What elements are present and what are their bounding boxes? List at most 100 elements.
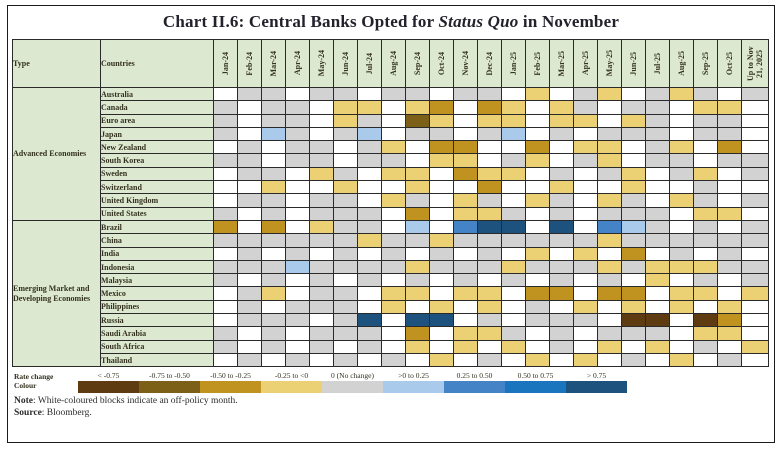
rate-cell: [453, 153, 478, 168]
rate-cell: [477, 193, 502, 208]
rate-cell: [213, 100, 238, 115]
rate-cell: [237, 299, 262, 315]
rate-cell: [453, 100, 478, 115]
rate-cell: [213, 313, 238, 328]
rate-cell: [333, 313, 358, 328]
rate-cell: [405, 140, 430, 155]
rate-cell: [429, 326, 454, 341]
rate-cell: [741, 233, 769, 248]
rate-cell: [645, 113, 670, 128]
legend-category-label: -0.75 to -0.50: [149, 371, 190, 381]
rate-cell: [477, 100, 502, 115]
rate-cell: [621, 326, 646, 341]
table-row: Philippines: [13, 299, 769, 315]
rate-cell: [717, 206, 742, 221]
rate-cell: [549, 86, 574, 102]
rate-cell: [213, 246, 238, 261]
rate-cell: [261, 126, 286, 142]
rate-cell: [693, 259, 718, 275]
rate-cell: [285, 126, 310, 142]
rate-cell: [405, 166, 430, 182]
legend-category-label: >0 to 0.25: [398, 371, 429, 381]
rate-cell: [477, 273, 502, 288]
rate-cell: [741, 166, 769, 182]
rate-cell: [549, 166, 574, 182]
rate-cell: [741, 219, 769, 235]
legend-category: 0 (No change): [322, 371, 383, 394]
rate-cell: [453, 352, 478, 368]
rate-cell: [693, 339, 718, 354]
rate-cell: [597, 273, 622, 288]
rate-cell: [237, 100, 262, 115]
rate-cell: [693, 286, 718, 301]
rate-cell: [213, 180, 238, 195]
rate-cell: [741, 126, 769, 142]
rate-cell: [645, 339, 670, 354]
rate-cell: [693, 326, 718, 341]
rate-cell: [309, 286, 334, 301]
rate-cell: [453, 140, 478, 155]
column-header-month: Feb-24: [237, 39, 262, 88]
rate-cell: [645, 86, 670, 102]
rate-cell: [381, 219, 406, 235]
rate-cell: [453, 219, 478, 235]
rate-cell: [357, 273, 382, 288]
country-label: Brazil: [100, 219, 214, 235]
rate-cell: [741, 246, 769, 261]
rate-cell: [237, 326, 262, 341]
rate-cell: [573, 299, 598, 315]
rate-cell: [717, 153, 742, 168]
country-label: Mexico: [100, 286, 214, 301]
rate-cell: [597, 286, 622, 301]
rate-cell: [717, 246, 742, 261]
rate-cell: [597, 352, 622, 368]
rate-cell: [309, 233, 334, 248]
rate-cell: [357, 326, 382, 341]
rate-cell: [693, 180, 718, 195]
column-header-month: Nov-24: [453, 39, 478, 88]
rate-cell: [645, 246, 670, 261]
rate-cell: [381, 273, 406, 288]
rate-cell: [381, 326, 406, 341]
rate-cell: [477, 259, 502, 275]
rate-cell: [429, 113, 454, 128]
rate-cell: [741, 206, 769, 221]
country-label: Malaysia: [100, 273, 214, 288]
rate-cell: [501, 86, 526, 102]
legend-category: >0 to 0.25: [383, 371, 444, 394]
rate-cell: [621, 113, 646, 128]
rate-cell: [285, 246, 310, 261]
table-row: Mexico: [13, 286, 769, 301]
rate-cell: [381, 180, 406, 195]
rate-cell: [717, 259, 742, 275]
table-row: Russia: [13, 313, 769, 328]
rate-cell: [213, 113, 238, 128]
legend-category: 0.25 to 0.50: [444, 371, 505, 394]
rate-cell: [669, 180, 694, 195]
rate-cell: [525, 326, 550, 341]
rate-cell: [357, 299, 382, 315]
rate-cell: [669, 273, 694, 288]
rate-cell: [333, 326, 358, 341]
rate-cell: [381, 339, 406, 354]
country-label: United Kingdom: [100, 193, 214, 208]
rate-cell: [381, 126, 406, 142]
rate-cell: [549, 326, 574, 341]
rate-cell: [429, 126, 454, 142]
rate-cell: [261, 153, 286, 168]
rate-cell: [333, 86, 358, 102]
country-label: Euro area: [100, 113, 214, 128]
rate-cell: [525, 246, 550, 261]
rate-cell: [405, 206, 430, 221]
rate-cell: [597, 206, 622, 221]
rate-cell: [429, 286, 454, 301]
rate-cell: [669, 246, 694, 261]
rate-cell: [477, 233, 502, 248]
rate-cell: [453, 273, 478, 288]
rate-cell: [405, 299, 430, 315]
rate-cell: [261, 352, 286, 368]
table-row: South Africa: [13, 339, 769, 354]
rate-cell: [693, 193, 718, 208]
rate-cell: [525, 206, 550, 221]
chart-frame: Chart II.6: Central Banks Opted for Stat…: [7, 5, 775, 443]
